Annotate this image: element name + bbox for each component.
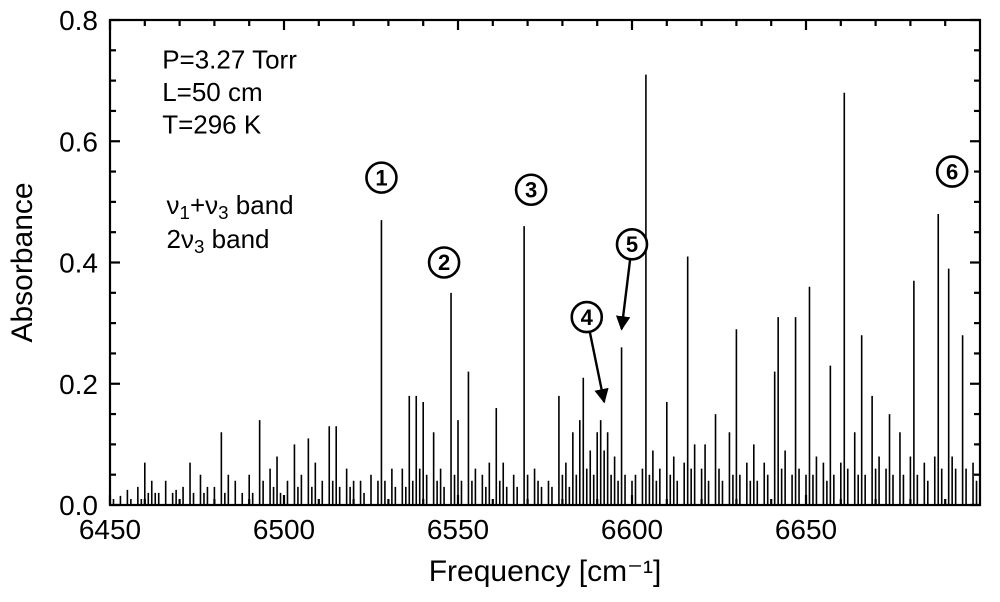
marker-number: 2: [438, 250, 450, 275]
ytick-label: 0.4: [59, 248, 98, 279]
band-label: 2ν3 band: [167, 224, 270, 257]
xtick-label: 6550: [427, 514, 489, 545]
marker-number: 6: [946, 159, 958, 184]
marker-number: 1: [375, 165, 387, 190]
marker-number: 5: [626, 232, 638, 257]
ytick-label: 0.6: [59, 126, 98, 157]
marker-number: 4: [581, 305, 594, 330]
ytick-label: 0.0: [59, 490, 98, 521]
band-label: ν1+ν3 band: [167, 190, 294, 223]
ytick-label: 0.8: [59, 5, 98, 36]
marker-number: 3: [525, 177, 537, 202]
xtick-label: 6650: [775, 514, 837, 545]
chart-container: 645065006550660066500.00.20.40.60.8Frequ…: [0, 0, 1000, 602]
axis-label-y: Absorbance: [6, 182, 39, 342]
info-line: L=50 cm: [162, 77, 262, 107]
marker-arrow: [622, 259, 631, 329]
spectrum-chart: 645065006550660066500.00.20.40.60.8Frequ…: [0, 0, 1000, 602]
info-line: P=3.27 Torr: [162, 45, 297, 75]
marker-arrow: [590, 332, 604, 402]
xtick-label: 6500: [253, 514, 315, 545]
info-line: T=296 K: [162, 110, 262, 140]
xtick-label: 6600: [601, 514, 663, 545]
axis-label-x: Frequency [cm⁻¹]: [429, 555, 662, 588]
ytick-label: 0.2: [59, 369, 98, 400]
